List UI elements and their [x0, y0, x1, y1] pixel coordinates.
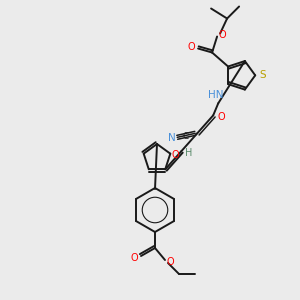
Text: S: S [259, 70, 266, 80]
Text: O: O [166, 257, 174, 267]
Text: N: N [168, 133, 176, 143]
Text: H: H [184, 148, 192, 158]
Text: O: O [218, 29, 226, 40]
Text: HN: HN [208, 90, 224, 100]
Text: O: O [187, 41, 195, 52]
Text: O: O [172, 150, 179, 160]
Text: C: C [182, 132, 188, 141]
Text: O: O [218, 112, 225, 122]
Text: O: O [130, 253, 138, 263]
